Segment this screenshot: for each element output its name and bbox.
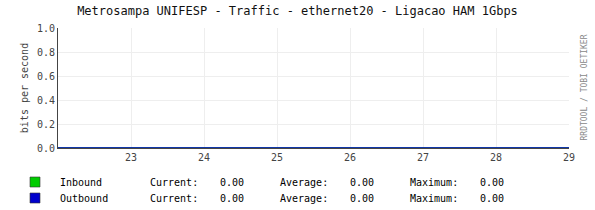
svg-text:27: 27 (417, 152, 429, 163)
svg-text:bits per second: bits per second (19, 43, 30, 133)
svg-text:0.2: 0.2 (37, 119, 55, 130)
svg-text:Current:: Current: (150, 193, 198, 204)
svg-text:0.6: 0.6 (37, 71, 55, 82)
svg-text:Outbound: Outbound (60, 193, 108, 204)
svg-text:Average:: Average: (280, 193, 328, 204)
svg-text:0.00: 0.00 (350, 193, 374, 204)
svg-text:Current:: Current: (150, 177, 198, 188)
svg-text:0.8: 0.8 (37, 47, 55, 58)
svg-text:29: 29 (563, 152, 575, 163)
svg-text:23: 23 (125, 152, 137, 163)
svg-text:0.00: 0.00 (220, 177, 244, 188)
svg-text:0.00: 0.00 (220, 193, 244, 204)
svg-text:28: 28 (490, 152, 502, 163)
svg-text:Metrosampa UNIFESP - Traffic -: Metrosampa UNIFESP - Traffic - ethernet2… (77, 4, 518, 18)
svg-text:0.0: 0.0 (37, 143, 55, 154)
svg-text:Maximum:: Maximum: (410, 193, 458, 204)
svg-text:24: 24 (198, 152, 210, 163)
svg-text:26: 26 (344, 152, 356, 163)
svg-text:25: 25 (271, 152, 283, 163)
svg-text:0.4: 0.4 (37, 95, 55, 106)
svg-text:1.0: 1.0 (37, 23, 55, 34)
svg-text:0.00: 0.00 (350, 177, 374, 188)
svg-text:Average:: Average: (280, 177, 328, 188)
svg-text:0.00: 0.00 (480, 177, 504, 188)
svg-text:Inbound: Inbound (60, 177, 102, 188)
svg-text:Maximum:: Maximum: (410, 177, 458, 188)
svg-text:0.00: 0.00 (480, 193, 504, 204)
svg-text:RRDTOOL / TOBI OETIKER: RRDTOOL / TOBI OETIKER (580, 34, 589, 140)
